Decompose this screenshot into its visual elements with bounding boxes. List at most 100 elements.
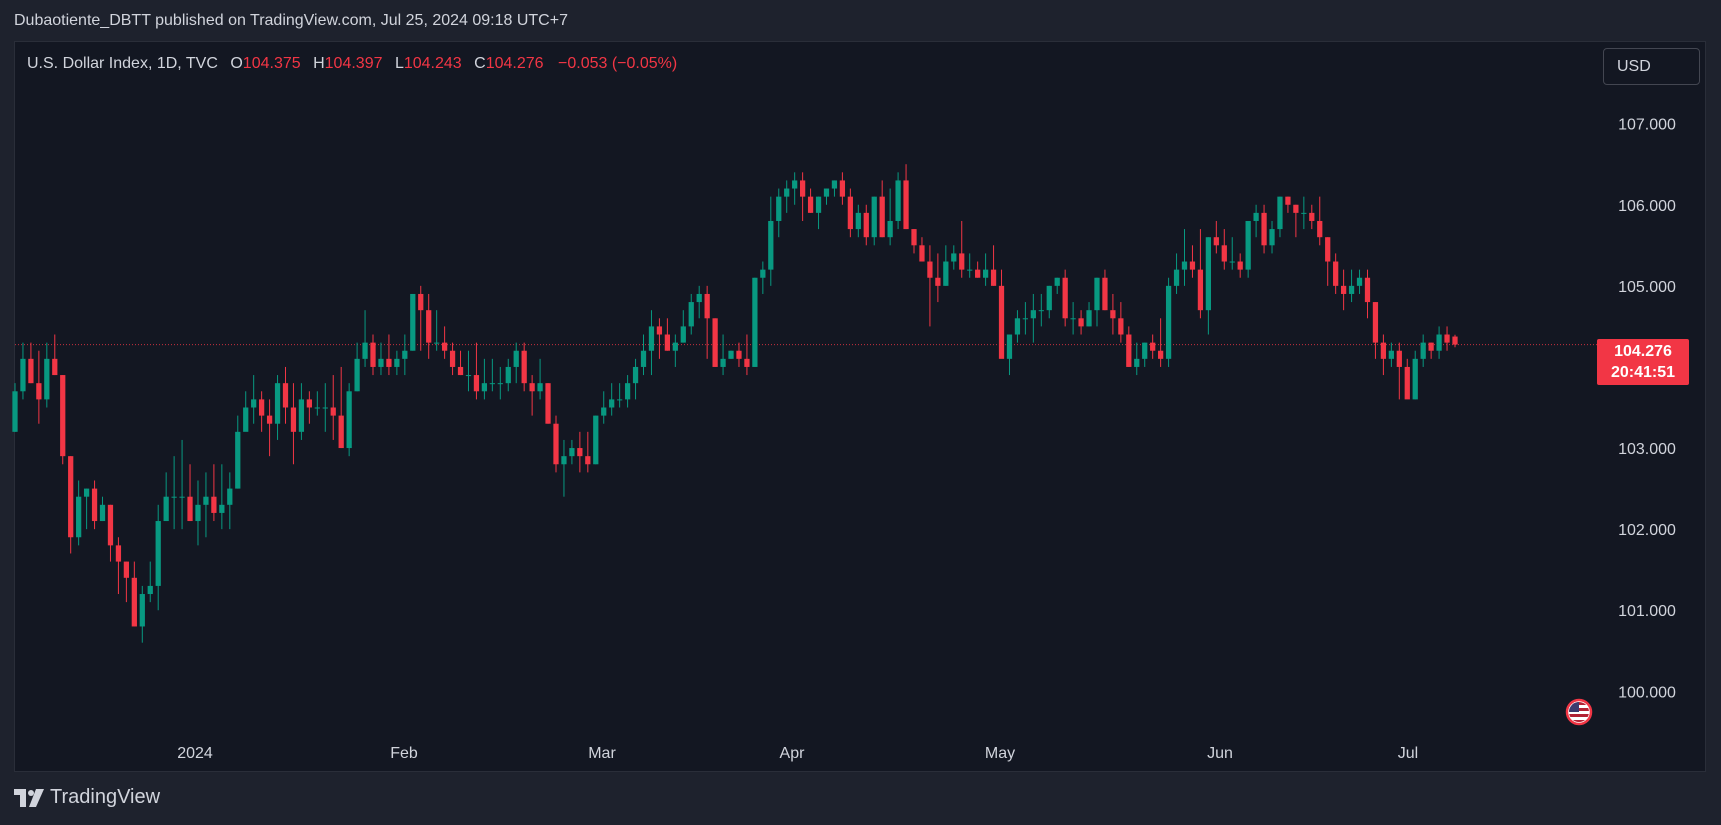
candle-body <box>609 399 615 408</box>
candle-body <box>1158 350 1164 359</box>
candle-body <box>561 456 567 465</box>
candle-body <box>1014 318 1021 335</box>
candle-body <box>1142 342 1148 359</box>
candle-body <box>975 269 981 278</box>
candle-body <box>648 326 655 351</box>
last-price-badge[interactable]: 104.276 20:41:51 <box>1597 339 1689 385</box>
candle-body <box>967 269 973 271</box>
candle-body <box>441 342 448 351</box>
candle-body <box>99 504 106 522</box>
candle-body <box>776 196 782 221</box>
candle-body <box>919 245 925 262</box>
candle-body <box>251 399 257 408</box>
candle-body <box>155 521 161 586</box>
candle-body <box>1380 342 1387 359</box>
candle-body <box>426 310 432 343</box>
candle-body <box>664 334 671 351</box>
candle-body <box>290 407 297 432</box>
candle-body <box>712 318 718 367</box>
candle-body <box>1229 261 1235 263</box>
tradingview-logo-icon <box>14 788 44 807</box>
candle-body <box>235 431 241 489</box>
candle-body <box>481 383 488 392</box>
candle-body <box>505 366 511 384</box>
candle-body <box>1022 318 1029 320</box>
x-tick-label: Feb <box>390 745 418 762</box>
candle-body <box>688 302 694 327</box>
candle-body <box>577 448 583 457</box>
candle-body <box>855 212 861 230</box>
candle-body <box>1054 277 1060 286</box>
candle-body <box>521 350 527 384</box>
candle-body <box>107 504 114 546</box>
candle-body <box>465 375 472 377</box>
candle-body <box>147 585 153 595</box>
chart-pane[interactable] <box>14 41 1706 772</box>
candle-body <box>1325 237 1331 262</box>
candle-body <box>418 293 424 311</box>
candle-body <box>935 277 941 286</box>
footer-brand: TradingView <box>14 786 160 809</box>
candle-body <box>513 350 519 367</box>
candle-body <box>1404 366 1410 400</box>
candle-body <box>1165 285 1172 359</box>
us-flag-icon[interactable] <box>1563 698 1595 726</box>
candle-body <box>1078 318 1084 327</box>
candle-body <box>998 285 1005 359</box>
candle-body <box>1333 261 1339 286</box>
candle-body <box>744 358 750 367</box>
candle-body <box>266 415 273 424</box>
candle-body <box>306 399 312 408</box>
candle-body <box>131 577 137 627</box>
candle-body <box>1006 334 1013 359</box>
candle-body <box>943 261 949 286</box>
symbol-title[interactable]: U.S. Dollar Index, 1D, TVC <box>27 55 218 72</box>
publisher-line: Dubaotiente_DBTT published on TradingVie… <box>14 12 568 29</box>
candle-body <box>768 220 774 270</box>
candle-body <box>1420 342 1426 359</box>
candle-body <box>863 212 869 238</box>
candle-body <box>1444 334 1450 343</box>
candle-body <box>1396 350 1402 367</box>
candle-body <box>354 358 360 392</box>
candle-body <box>1317 220 1323 238</box>
candle-body <box>195 504 201 522</box>
candle-body <box>227 488 233 505</box>
candle-body <box>76 496 82 538</box>
y-tick-label: 100.000 <box>1618 684 1676 701</box>
candle-body <box>1237 261 1243 270</box>
candle-body <box>569 448 575 457</box>
candle-body <box>1173 269 1180 286</box>
candle-body <box>203 496 209 505</box>
x-tick-label: 2024 <box>177 745 213 762</box>
x-tick-label: Mar <box>588 745 616 762</box>
x-tick-label: Jul <box>1398 745 1418 762</box>
candle-body <box>1277 196 1283 230</box>
candle-body <box>982 269 989 278</box>
candle-body <box>1150 342 1156 351</box>
close-value: 104.276 <box>485 55 544 72</box>
candle-body <box>1412 358 1418 400</box>
candle-body <box>1245 220 1251 270</box>
candle-body <box>386 358 392 367</box>
candle-body <box>44 358 50 400</box>
candle-body <box>593 415 599 465</box>
candle-body <box>1062 277 1068 319</box>
candle-body <box>1452 336 1458 345</box>
candle-body <box>259 399 265 416</box>
candle-body <box>951 253 957 262</box>
candle-body <box>1340 285 1347 294</box>
candle-body <box>1118 318 1124 335</box>
currency-button[interactable]: USD <box>1603 48 1700 85</box>
candle-body <box>1221 245 1227 262</box>
candle-body <box>378 358 384 367</box>
candle-body <box>736 350 742 359</box>
candle-body <box>12 391 18 432</box>
candle-body <box>1388 350 1394 359</box>
candle-body <box>632 366 639 384</box>
candle-body <box>115 545 122 562</box>
candle-body <box>1126 334 1132 367</box>
candle-body <box>322 407 328 409</box>
x-tick-label: Jun <box>1207 745 1233 762</box>
